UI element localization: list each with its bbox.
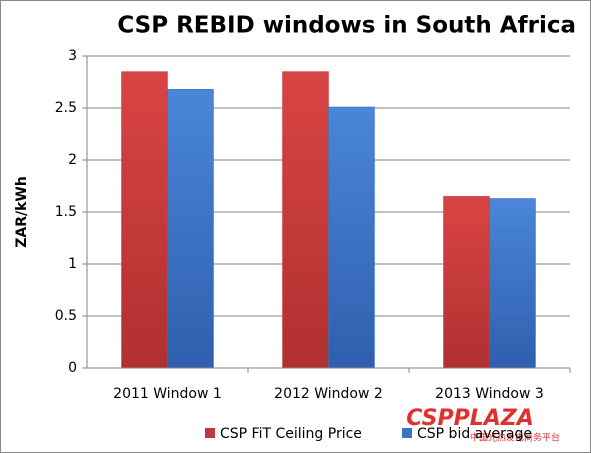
bar <box>489 198 536 369</box>
bar <box>328 106 375 369</box>
legend-label: CSP bid average <box>417 426 532 442</box>
bar <box>121 71 168 369</box>
y-tick-label: 2 <box>68 152 77 168</box>
bar <box>443 196 490 369</box>
y-tick-label: 0.5 <box>55 308 77 324</box>
y-tick-label: 1 <box>68 256 77 272</box>
legend-swatch <box>402 428 412 438</box>
y-axis-title: ZAR/kWh <box>14 176 30 248</box>
legend-swatch <box>205 428 215 438</box>
y-tick-label: 1.5 <box>55 204 77 220</box>
bar <box>282 71 329 369</box>
y-tick-label: 2.5 <box>55 100 77 116</box>
x-tick-label: 2013 Window 3 <box>435 386 544 402</box>
y-tick-label: 0 <box>68 360 77 376</box>
x-tick-label: 2011 Window 1 <box>113 386 222 402</box>
legend-label: CSP FiT Ceiling Price <box>220 426 362 442</box>
watermark: CSPPLAZA <box>406 406 533 431</box>
y-tick-label: 3 <box>68 48 77 64</box>
bar <box>167 89 214 369</box>
chart-title: CSP REBID windows in South Africa <box>117 13 576 39</box>
x-tick-label: 2012 Window 2 <box>274 386 383 402</box>
watermark-subtitle: 中国光热发电商务平台 <box>470 432 560 444</box>
